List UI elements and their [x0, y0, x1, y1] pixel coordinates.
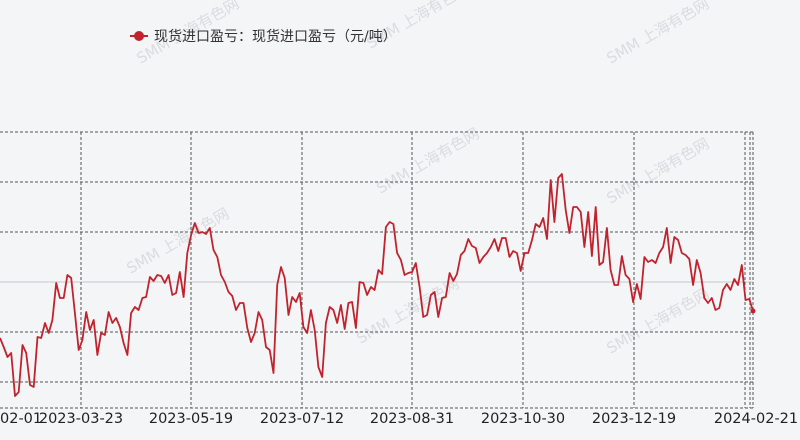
legend-label: 现货进口盈亏：现货进口盈亏（元/吨）: [154, 29, 397, 45]
last-point-marker: [750, 308, 756, 314]
x-tick-label: 2023-02-01: [0, 411, 43, 427]
legend[interactable]: 现货进口盈亏：现货进口盈亏（元/吨）: [130, 26, 397, 46]
legend-marker-icon: [130, 30, 148, 42]
x-tick-label: 2024-02-21: [713, 411, 799, 427]
x-tick-label: 2023-05-19: [148, 411, 234, 427]
x-tick-label: 2023-03-23: [38, 411, 124, 427]
series-line: [0, 173, 754, 397]
x-tick-label: 2023-12-19: [591, 411, 677, 427]
x-tick-label: 2023-10-30: [480, 411, 566, 427]
x-tick-label: 2023-07-12: [259, 411, 345, 427]
x-tick-label: 2023-08-31: [369, 411, 455, 427]
